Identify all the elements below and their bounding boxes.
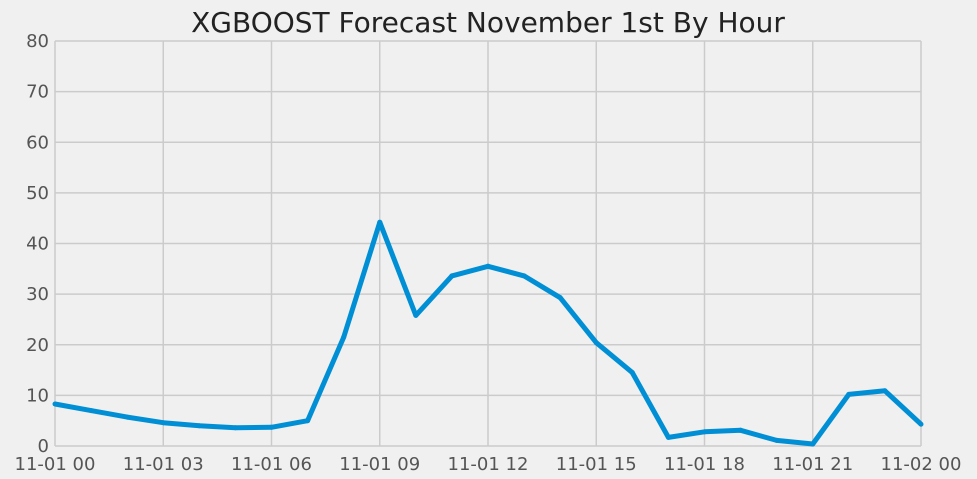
data-point xyxy=(593,340,599,346)
data-point xyxy=(413,312,419,318)
data-point xyxy=(665,434,671,440)
x-tick-label: 11-01 06 xyxy=(231,454,312,475)
x-tick-label: 11-01 15 xyxy=(556,454,637,475)
data-point xyxy=(521,273,527,279)
x-tick-label: 11-01 03 xyxy=(123,454,204,475)
plot-area xyxy=(52,219,924,447)
y-tick-label: 30 xyxy=(26,284,49,305)
data-point xyxy=(269,424,274,430)
x-tick-label: 11-01 18 xyxy=(664,454,745,475)
data-point xyxy=(846,391,852,397)
data-point xyxy=(557,295,563,301)
data-point xyxy=(232,425,238,431)
data-point xyxy=(88,408,94,414)
y-tick-label: 80 xyxy=(26,31,49,52)
data-point xyxy=(377,219,383,225)
data-point xyxy=(882,388,888,394)
y-tick-label: 40 xyxy=(26,234,49,255)
y-tick-label: 10 xyxy=(26,385,49,406)
data-point xyxy=(810,441,816,447)
data-point xyxy=(196,423,202,429)
y-tick-label: 50 xyxy=(26,183,49,204)
data-point xyxy=(305,418,311,424)
y-tick-label: 70 xyxy=(26,82,49,103)
y-tick-label: 0 xyxy=(38,436,49,457)
y-axis: 0 10 20 30 40 50 60 70 80 xyxy=(26,31,49,457)
data-point xyxy=(124,414,130,420)
y-tick-label: 20 xyxy=(26,335,49,356)
grid xyxy=(54,40,922,447)
x-tick-label: 11-01 09 xyxy=(339,454,420,475)
data-point xyxy=(52,401,58,407)
data-point xyxy=(160,420,166,426)
x-tick-label: 11-02 00 xyxy=(881,454,962,475)
data-point xyxy=(485,263,491,269)
data-point xyxy=(774,437,780,443)
data-point xyxy=(449,273,455,279)
data-point xyxy=(702,429,707,435)
x-axis: 11-01 00 11-01 03 11-01 06 11-01 09 11-01 12… xyxy=(15,454,962,475)
x-tick-label: 11-01 12 xyxy=(448,454,529,475)
chart-title: XGBOOST Forecast November 1st By Hour xyxy=(191,6,785,39)
data-point xyxy=(341,334,347,340)
x-tick-label: 11-01 21 xyxy=(772,454,853,475)
y-tick-label: 60 xyxy=(26,132,49,153)
data-point xyxy=(629,370,635,376)
data-point xyxy=(738,427,744,433)
x-tick-label: 11-01 00 xyxy=(15,454,96,475)
data-point xyxy=(918,421,924,427)
